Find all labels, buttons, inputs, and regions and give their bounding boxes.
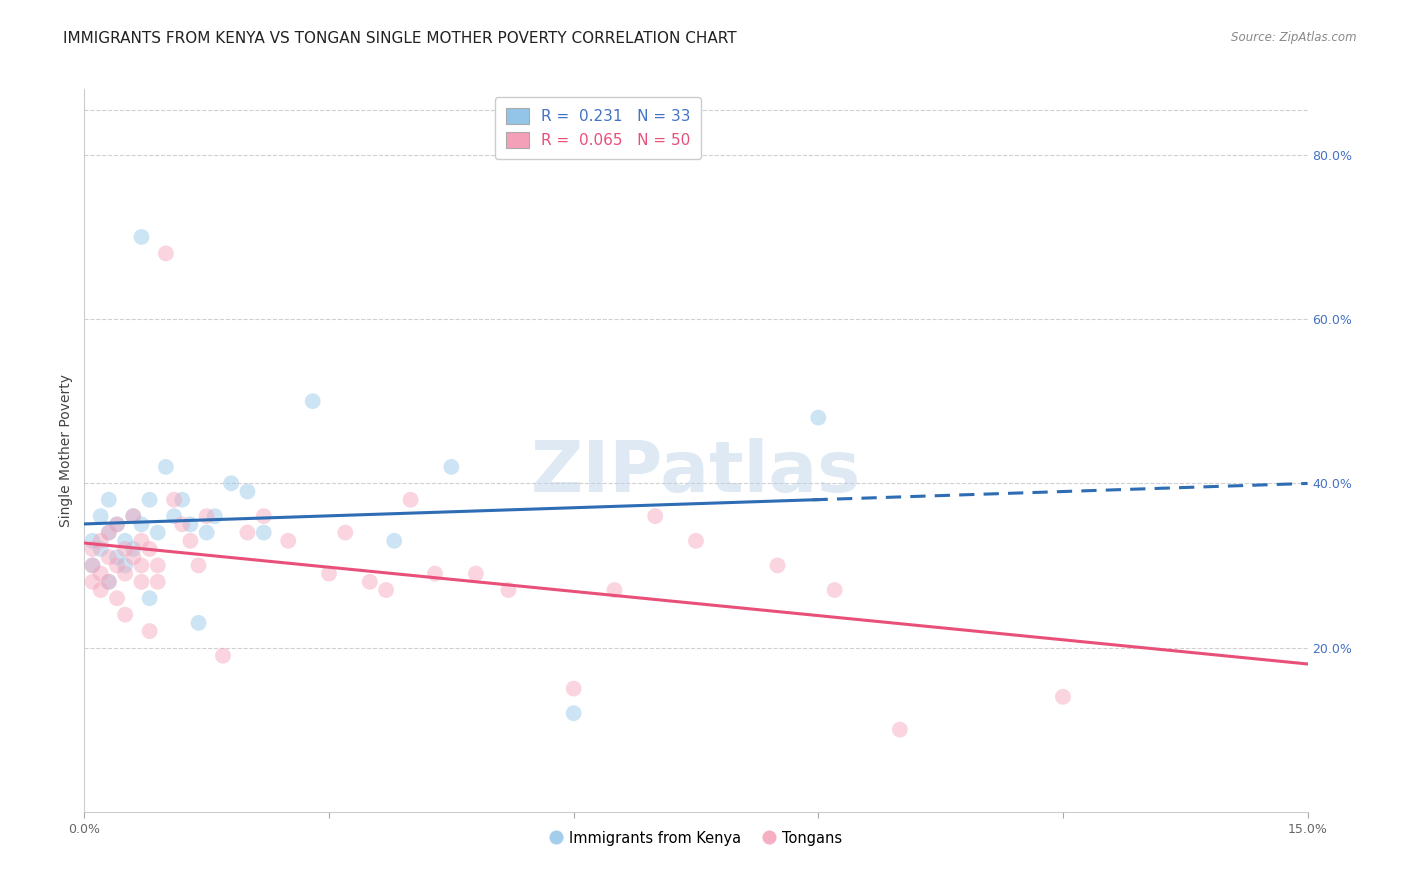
Point (440, 459, 463, 474)
Point (179, 517, 201, 532)
Point (114, 558, 136, 573)
Point (195, 525, 218, 540)
Point (179, 533, 201, 548)
Point (382, 533, 405, 548)
Point (236, 525, 259, 540)
Point (562, 706, 585, 721)
Point (318, 566, 340, 581)
Point (105, 558, 128, 573)
Point (90, 533, 112, 548)
Point (766, 558, 789, 573)
Point (131, 533, 153, 548)
Point (212, 648, 235, 663)
Point (97, 525, 120, 540)
Text: ZIPatlas: ZIPatlas (531, 438, 860, 507)
Point (114, 533, 136, 548)
Point (155, 246, 177, 260)
Point (131, 230, 153, 244)
Point (90, 509, 112, 524)
Point (807, 410, 830, 425)
Point (889, 723, 911, 737)
Point (187, 558, 209, 573)
Point (155, 459, 177, 474)
Point (90, 541, 112, 556)
Point (146, 558, 169, 573)
Legend: Immigrants from Kenya, Tongans: Immigrants from Kenya, Tongans (544, 825, 848, 851)
Point (82, 558, 104, 573)
Point (122, 550, 145, 565)
Point (90, 582, 112, 597)
Point (138, 591, 160, 606)
Point (375, 582, 398, 597)
Point (97, 525, 120, 540)
Point (105, 550, 128, 565)
Point (359, 574, 381, 589)
Point (644, 509, 666, 524)
Point (423, 566, 446, 581)
Point (105, 517, 128, 532)
Point (277, 533, 299, 548)
Point (97, 574, 120, 589)
Point (114, 607, 136, 622)
Point (685, 533, 707, 548)
Point (122, 509, 145, 524)
Point (138, 541, 160, 556)
Point (97, 574, 120, 589)
Point (138, 492, 160, 507)
Point (146, 574, 169, 589)
Point (97, 550, 120, 565)
Point (498, 582, 520, 597)
Point (90, 566, 112, 581)
Point (562, 681, 585, 696)
Text: Source: ZipAtlas.com: Source: ZipAtlas.com (1232, 31, 1357, 45)
Point (236, 484, 259, 499)
Point (163, 492, 186, 507)
Point (172, 517, 194, 532)
Point (82, 558, 104, 573)
Y-axis label: Single Mother Poverty: Single Mother Poverty (59, 374, 73, 527)
Point (253, 525, 276, 540)
Point (131, 517, 153, 532)
Point (399, 492, 422, 507)
Point (105, 591, 128, 606)
Point (146, 525, 169, 540)
Point (187, 615, 209, 630)
Point (122, 509, 145, 524)
Point (172, 492, 194, 507)
Point (219, 476, 242, 491)
Text: IMMIGRANTS FROM KENYA VS TONGAN SINGLE MOTHER POVERTY CORRELATION CHART: IMMIGRANTS FROM KENYA VS TONGAN SINGLE M… (63, 31, 737, 46)
Point (82, 541, 104, 556)
Point (163, 509, 186, 524)
Point (204, 509, 226, 524)
Point (195, 509, 218, 524)
Point (301, 394, 323, 409)
Point (114, 566, 136, 581)
Point (464, 566, 486, 581)
Point (122, 541, 145, 556)
Point (114, 541, 136, 556)
Point (131, 574, 153, 589)
Point (105, 517, 128, 532)
Point (603, 582, 626, 597)
Point (82, 574, 104, 589)
Point (131, 558, 153, 573)
Point (1052, 690, 1074, 704)
Point (138, 624, 160, 639)
Point (335, 525, 357, 540)
Point (97, 492, 120, 507)
Point (253, 509, 276, 524)
Point (824, 582, 846, 597)
Point (82, 533, 104, 548)
